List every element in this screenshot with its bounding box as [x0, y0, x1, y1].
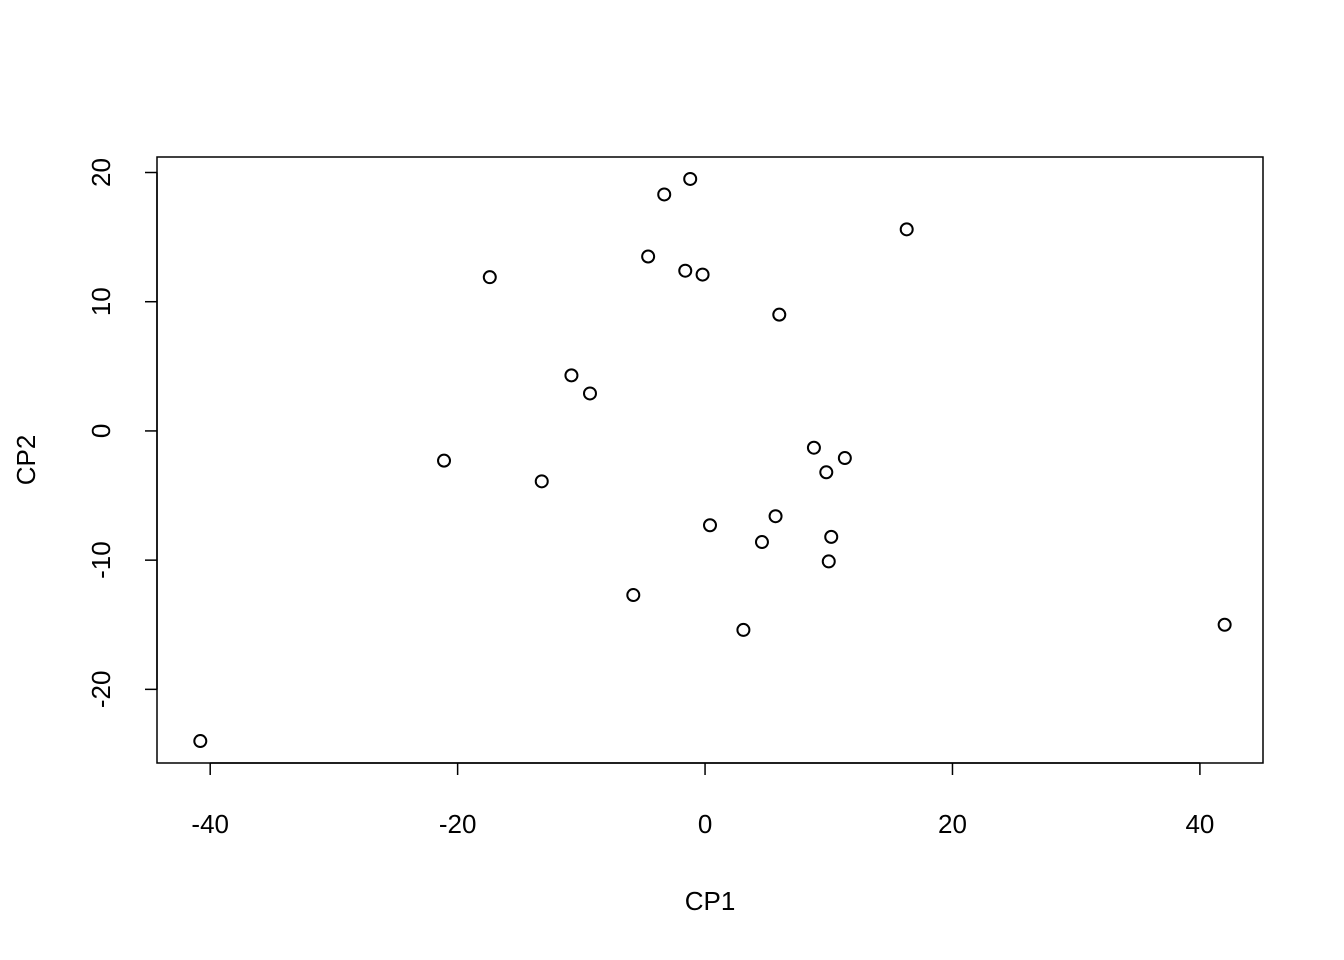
- y-tick-label: -20: [86, 671, 116, 709]
- y-tick-label: 20: [86, 158, 116, 187]
- data-point: [695, 267, 710, 282]
- x-axis-label: CP1: [685, 886, 736, 916]
- data-point: [837, 451, 852, 466]
- data-point: [564, 368, 579, 383]
- data-point: [772, 307, 787, 322]
- y-tick-label: 10: [86, 287, 116, 316]
- data-point: [683, 171, 698, 186]
- y-axis: -20 -10 0 10 20: [86, 158, 158, 709]
- x-tick-label: 0: [698, 809, 712, 839]
- data-point: [582, 386, 597, 401]
- data-point: [703, 518, 717, 533]
- data-point: [678, 263, 693, 278]
- y-tick-label: 0: [86, 424, 116, 438]
- data-point: [482, 270, 497, 285]
- data-point: [641, 249, 656, 264]
- data-point: [768, 509, 783, 524]
- data-point: [824, 529, 839, 544]
- data-point: [754, 535, 769, 550]
- y-axis-label: CP2: [11, 435, 41, 486]
- data-point: [819, 465, 834, 480]
- data-point: [1217, 617, 1232, 632]
- x-tick-label: -40: [191, 809, 229, 839]
- data-point: [437, 453, 452, 468]
- data-points: [193, 171, 1232, 749]
- data-point: [193, 734, 208, 749]
- data-point: [821, 554, 836, 569]
- plot-frame: [156, 156, 1264, 764]
- x-tick-label: 20: [938, 809, 967, 839]
- data-point: [657, 187, 672, 202]
- data-point: [806, 440, 821, 455]
- x-tick-label: -20: [439, 809, 477, 839]
- x-axis: -40 -20 0 20 40: [191, 762, 1214, 839]
- data-point: [899, 222, 914, 237]
- data-point: [626, 588, 641, 603]
- data-point: [534, 474, 549, 489]
- x-tick-label: 40: [1185, 809, 1214, 839]
- y-tick-label: -10: [86, 541, 116, 579]
- data-point: [736, 622, 751, 637]
